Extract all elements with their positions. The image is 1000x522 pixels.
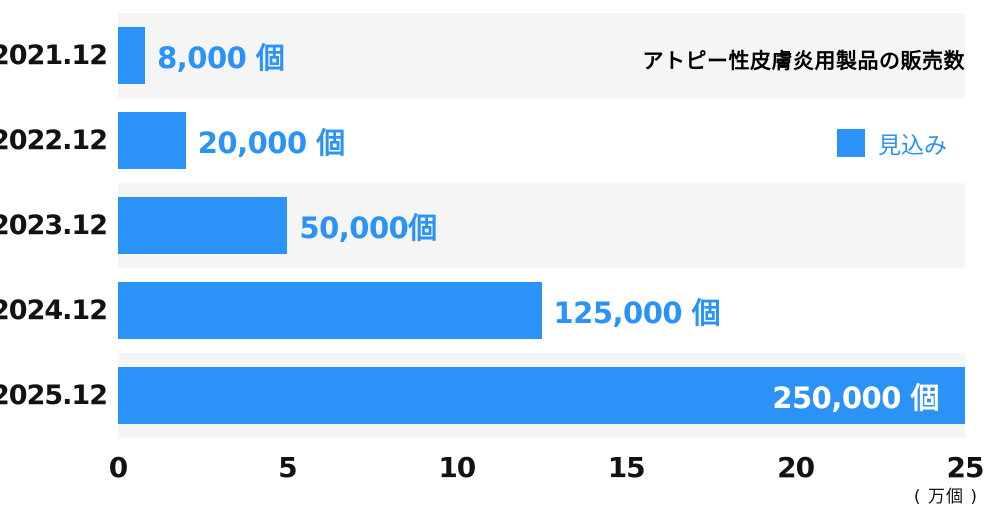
legend-swatch [837,129,865,157]
bar-track: 8,000 個 [118,13,965,98]
value-label: 20,000 個 [197,125,346,160]
bar-row: 2023.12 50,000個 [0,183,965,268]
bar [118,282,542,339]
x-axis: 0 5 10 15 20 25 [109,449,985,487]
y-axis-label: 2025.12 [0,380,108,411]
bar-rows: 2021.12 8,000 個 2022.12 20,000 個 2023.12… [0,13,965,438]
bar-track: 20,000 個 [118,98,965,183]
x-axis-unit-label: ( 万個 ) [913,487,978,507]
legend: 見込み [837,126,947,160]
bar-row: 2024.12 125,000 個 [0,268,965,353]
x-tick: 0 [108,451,129,484]
bar-track: 250,000 個 [118,353,965,438]
y-axis-label: 2023.12 [0,210,108,241]
bar [118,112,186,169]
value-label: 8,000 個 [157,40,285,75]
y-axis-label: 2022.12 [0,125,108,156]
bar [118,197,288,254]
bar-row: 2021.12 8,000 個 [0,13,965,98]
bar [118,367,965,424]
y-axis-label: 2024.12 [0,295,108,326]
legend-label: 見込み [878,133,947,159]
x-tick: 15 [607,451,646,484]
x-tick: 10 [438,451,476,484]
bar [118,27,146,84]
bar-row: 2025.12 250,000 個 [0,353,965,438]
x-tick: 20 [777,451,815,484]
x-tick: 5 [278,451,298,484]
bar-track: 50,000個 [118,183,965,268]
x-tick: 25 [946,451,985,484]
y-axis-label: 2021.12 [0,40,108,71]
bar-row: 2022.12 20,000 個 [0,98,965,183]
chart-title: アトピー性皮膚炎用製品の販売数 [642,49,965,73]
bar-track: 125,000 個 [118,268,965,353]
value-label: 125,000 個 [553,295,721,330]
value-label: 50,000個 [299,210,437,245]
value-label: 250,000 個 [772,380,939,415]
